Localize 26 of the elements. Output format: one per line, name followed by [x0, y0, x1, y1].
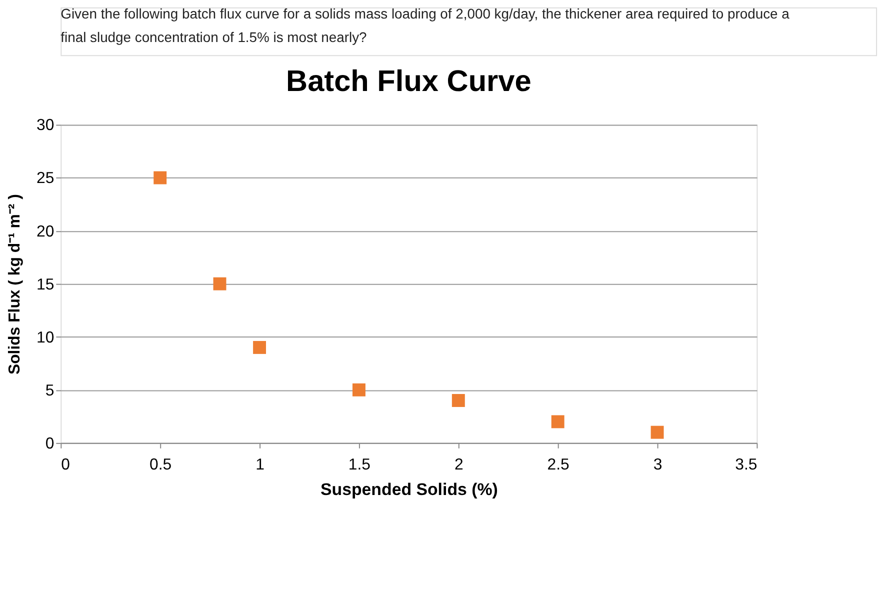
x-tick-label: 1: [256, 456, 265, 474]
point: [650, 426, 664, 439]
point: [213, 277, 226, 290]
x-tick-label: 0.5: [150, 456, 172, 474]
y-tick-label: 5: [45, 382, 54, 400]
x-tick-label: 0: [61, 456, 70, 474]
x-tick-label: 2.5: [547, 456, 570, 474]
point: [452, 394, 465, 407]
y-tick-label: 10: [36, 329, 54, 346]
y-tick-label: 15: [36, 276, 54, 294]
point: [154, 171, 167, 184]
y-tick-label: 20: [36, 223, 54, 240]
x-tick-label: 1.5: [348, 456, 371, 474]
point: [352, 383, 366, 396]
y-tick-label: 30: [36, 117, 54, 134]
y-tick-label: 25: [36, 170, 54, 188]
x-tick-label: 3: [653, 456, 662, 474]
point: [551, 415, 564, 428]
x-tick-label: 3.5: [735, 456, 758, 474]
y-tick-label: 0: [45, 435, 54, 452]
y-axis-title: Solids Flux ( kg d⁻¹ m⁻² ): [6, 194, 24, 375]
x-axis-title: Suspended Solids (%): [320, 480, 498, 500]
point: [253, 340, 266, 354]
text: Given the following batch flux curve for a solids mass loading of 2,000 kg/day, the thickener area required to produce a final sludge concentration of 1.5% is most nearly?: [60, 5, 790, 46]
x-tick-label: 2: [454, 456, 464, 474]
chart-title: Batch Flux Curve: [286, 64, 532, 98]
